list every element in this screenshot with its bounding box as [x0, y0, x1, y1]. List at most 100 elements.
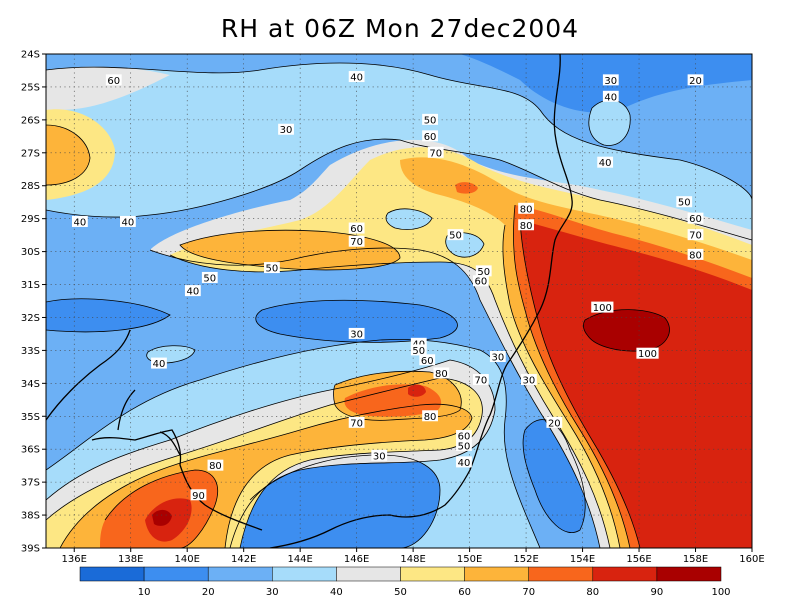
lon-tick-label: 152E	[513, 554, 538, 565]
contour-label: 70	[348, 416, 365, 429]
colorbar-swatch	[592, 566, 658, 582]
contour-label: 30	[521, 374, 537, 387]
contour-label: 40	[456, 456, 472, 469]
contour-label: 80	[687, 248, 704, 261]
svg-text:40: 40	[599, 158, 612, 169]
lat-tick-label: 28S	[21, 181, 40, 192]
rh-contour-line	[46, 62, 752, 201]
contour-label: 30	[371, 449, 388, 462]
contour-label: 80	[207, 459, 224, 472]
contour-label: 70	[427, 146, 444, 159]
contour-label: 80	[518, 219, 534, 232]
svg-text:60: 60	[458, 432, 471, 443]
rh-contour-line	[385, 208, 433, 230]
svg-text:50: 50	[203, 273, 216, 284]
colorbar-swatch	[464, 566, 529, 582]
contour-label: 50	[475, 265, 492, 278]
contour-label: 40	[597, 156, 614, 169]
contour-label: 80	[518, 202, 534, 215]
rh-fill-20-30-west	[46, 298, 170, 332]
lat-tick-label: 24S	[21, 50, 40, 61]
lat-tick-label: 31S	[21, 280, 40, 291]
svg-text:60: 60	[350, 224, 363, 235]
svg-text:70: 70	[429, 148, 442, 159]
svg-text:60: 60	[689, 214, 702, 225]
svg-text:80: 80	[209, 461, 222, 472]
colorbar-label: 30	[266, 587, 279, 598]
rh-fill-100-small-sw	[152, 509, 172, 526]
colorbar-label: 40	[330, 587, 343, 598]
rh-fill-70-80-nw	[46, 125, 90, 185]
rh-contour-line	[46, 298, 171, 333]
svg-text:70: 70	[350, 237, 363, 248]
contour-label: 50	[410, 344, 427, 357]
colorbar-swatch	[143, 566, 209, 582]
svg-text:50: 50	[266, 264, 279, 275]
contour-label: 60	[456, 430, 472, 443]
rh-contour-line	[255, 299, 458, 343]
contour-label: 70	[348, 235, 365, 248]
svg-text:60: 60	[421, 356, 434, 367]
contour-label: 30	[602, 74, 619, 87]
contour-label: 50	[422, 113, 438, 126]
lat-tick-label: 29S	[21, 214, 40, 225]
svg-text:80: 80	[689, 250, 702, 261]
contour-label: 60	[472, 275, 489, 288]
contour-label: 20	[687, 74, 704, 87]
colorbar-label: 10	[138, 587, 151, 598]
lat-tick-label: 25S	[21, 82, 40, 93]
rh-contour-line	[104, 469, 219, 548]
svg-text:50: 50	[424, 115, 437, 126]
lat-tick-label: 26S	[21, 115, 40, 126]
contour-label: 40	[71, 215, 88, 228]
contour-label: 50	[447, 229, 464, 242]
svg-text:20: 20	[689, 76, 702, 87]
rh-contour-line	[502, 224, 621, 548]
rh-fill-100-east	[583, 309, 670, 352]
rh-contour-line	[46, 339, 541, 548]
colorbar-label: 80	[586, 587, 599, 598]
rh-contour-line	[249, 454, 441, 548]
contour-label: 100	[591, 301, 614, 314]
rh-fill-90-100-small	[408, 384, 426, 397]
colorbar-label: 90	[651, 587, 664, 598]
rh-contour-line	[513, 204, 631, 548]
rh-contour-line	[519, 219, 641, 548]
colorbar: 10 20 30 40 50 60 70 80 90 100	[79, 566, 731, 598]
rh-fill-50-60-nw	[46, 66, 170, 110]
rh-fill-40-50-islet-1	[386, 208, 432, 230]
colorbar-swatch	[400, 566, 465, 582]
lat-tick-label: 32S	[21, 313, 40, 324]
chart-title: RH at 06Z Mon 27dec2004	[220, 14, 580, 43]
svg-text:40: 40	[458, 458, 471, 469]
contour-label: 60	[348, 222, 365, 235]
rh-contour-line	[46, 124, 91, 186]
svg-text:40: 40	[186, 287, 199, 298]
contour-label: 60	[419, 354, 436, 367]
svg-text:50: 50	[678, 198, 691, 209]
svg-text:50: 50	[458, 441, 471, 452]
lon-tick-label: 144E	[287, 554, 312, 565]
svg-text:80: 80	[435, 369, 448, 380]
svg-text:30: 30	[491, 352, 504, 363]
contour-label: 80	[422, 410, 438, 423]
lon-tick-label: 138E	[118, 554, 143, 565]
svg-text:40: 40	[153, 359, 166, 370]
rh-fill-40-50-islet-4	[588, 99, 631, 146]
colorbar-swatch	[207, 566, 273, 582]
rh-fill-80-90-small	[455, 182, 478, 194]
lon-tick-label: 142E	[231, 554, 256, 565]
colorbar-label: 100	[711, 587, 730, 598]
lon-tick-label: 136E	[62, 554, 87, 565]
rh-fill-90-100-east	[520, 220, 752, 548]
lat-tick-label: 30S	[21, 247, 40, 258]
contour-label: 30	[348, 327, 365, 340]
contour-label: 60	[105, 74, 122, 87]
contour-label: 40	[348, 71, 365, 84]
svg-text:30: 30	[604, 76, 617, 87]
plot-frame	[45, 53, 753, 549]
coastline	[269, 54, 573, 548]
lat-tick-label: 37S	[21, 478, 40, 489]
